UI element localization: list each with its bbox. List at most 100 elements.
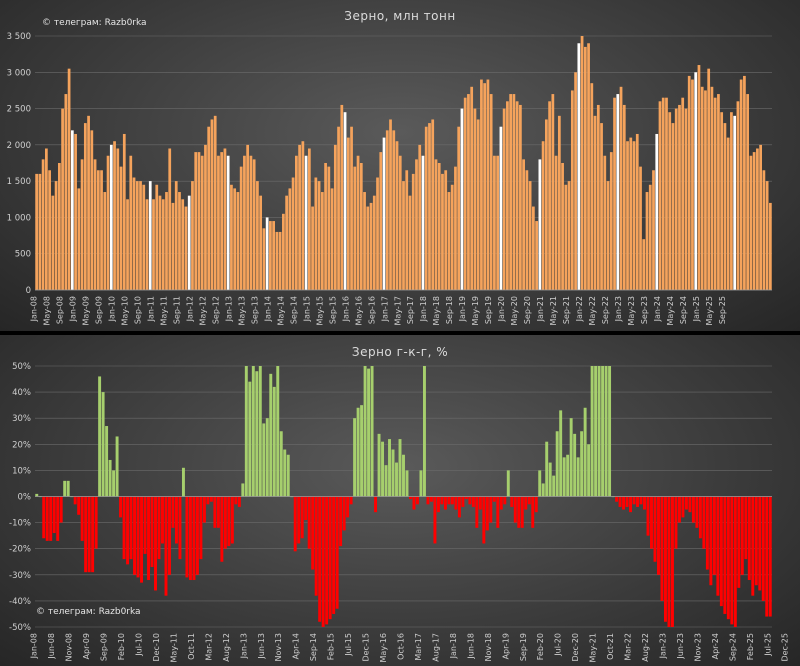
bar	[41, 159, 45, 290]
bar	[559, 410, 563, 497]
x-tick-label: Sep-17	[406, 296, 415, 324]
x-tick-label: Sep-22	[601, 296, 610, 324]
y-tick-label: -20%	[9, 545, 31, 555]
bar	[645, 192, 649, 290]
bar	[681, 496, 685, 518]
x-tick-label: May-13	[237, 296, 246, 325]
bar	[330, 188, 334, 290]
bar	[698, 496, 702, 539]
bar	[665, 97, 668, 290]
bar	[416, 496, 419, 505]
bar	[346, 137, 350, 290]
x-tick-label: May-18	[432, 296, 441, 325]
bar	[752, 152, 756, 290]
bar	[359, 163, 363, 290]
bar	[635, 133, 639, 290]
bar	[671, 123, 675, 290]
bar	[45, 148, 48, 290]
y-tick-label: 50%	[12, 362, 31, 372]
bar	[486, 79, 490, 290]
bar	[668, 112, 672, 290]
bar	[520, 496, 524, 528]
bottom-chart-title: Зерно г-к-г, %	[351, 345, 449, 359]
x-tick-label: Sep-21	[562, 296, 571, 324]
x-tick-label: Apr-24	[711, 633, 720, 659]
bar	[45, 496, 49, 541]
bar	[389, 119, 392, 291]
x-tick-label: Dec-15	[362, 633, 371, 662]
bar	[646, 496, 650, 536]
bar	[77, 496, 81, 515]
x-tick-label: Aug-17	[431, 633, 440, 662]
bar	[178, 496, 182, 560]
x-tick-label: Jan-18	[449, 633, 458, 659]
bar	[155, 184, 159, 290]
bar	[181, 199, 185, 290]
x-tick-label: Jan-23	[614, 296, 623, 322]
bar	[535, 221, 538, 290]
bar	[544, 119, 548, 291]
x-tick-label: May-10	[121, 296, 130, 325]
bar	[471, 496, 475, 507]
x-tick-label: Nov-18	[484, 633, 493, 661]
bar	[485, 496, 489, 531]
bar	[762, 170, 766, 290]
bar	[697, 65, 701, 290]
bar	[51, 195, 55, 290]
x-tick-label: Mar-12	[204, 633, 213, 661]
bar	[100, 170, 103, 290]
bar	[652, 170, 655, 290]
bar	[119, 496, 123, 518]
y-tick-label: 40%	[12, 388, 31, 398]
bar	[450, 184, 454, 290]
bar	[688, 496, 692, 513]
bar	[502, 108, 506, 290]
bar	[388, 439, 391, 497]
bar	[747, 496, 751, 581]
bar	[590, 83, 594, 290]
bar	[96, 170, 100, 290]
bar	[657, 496, 660, 575]
bar	[94, 496, 98, 549]
y-tick-label: -10%	[9, 519, 31, 529]
bar	[54, 181, 58, 290]
bar	[460, 108, 464, 290]
bar	[132, 177, 136, 290]
bar	[695, 496, 699, 528]
bar	[360, 405, 364, 497]
bar	[161, 199, 165, 290]
x-tick-label: May-20	[510, 296, 519, 325]
bar	[220, 496, 224, 562]
bar	[405, 170, 409, 290]
x-tick-label: Jan-16	[341, 296, 350, 322]
bar	[492, 496, 496, 502]
bar	[655, 133, 659, 290]
x-tick-label: Jan-24	[653, 296, 662, 322]
bar	[286, 454, 290, 497]
bar	[52, 496, 56, 534]
bar	[143, 496, 147, 554]
bar	[135, 181, 139, 290]
y-tick-label: 0	[26, 286, 31, 296]
bar	[139, 181, 142, 290]
bar	[567, 181, 571, 290]
bar	[428, 123, 431, 290]
bar	[493, 155, 496, 290]
x-tick-label: Feb-10	[117, 633, 126, 660]
bar	[353, 166, 357, 290]
bar	[475, 496, 479, 528]
bar	[433, 496, 437, 544]
x-tick-label: Jan-15	[302, 296, 311, 322]
bar	[195, 496, 199, 575]
bar	[187, 195, 191, 290]
bar	[670, 496, 674, 627]
bar	[743, 75, 746, 290]
bar	[618, 496, 622, 507]
bar	[538, 159, 542, 290]
bar	[483, 83, 487, 290]
x-tick-label: Sep-25	[718, 296, 727, 324]
bar	[532, 206, 535, 290]
bar	[733, 496, 737, 627]
bar	[463, 97, 467, 290]
x-tick-label: Jan-22	[575, 296, 584, 322]
